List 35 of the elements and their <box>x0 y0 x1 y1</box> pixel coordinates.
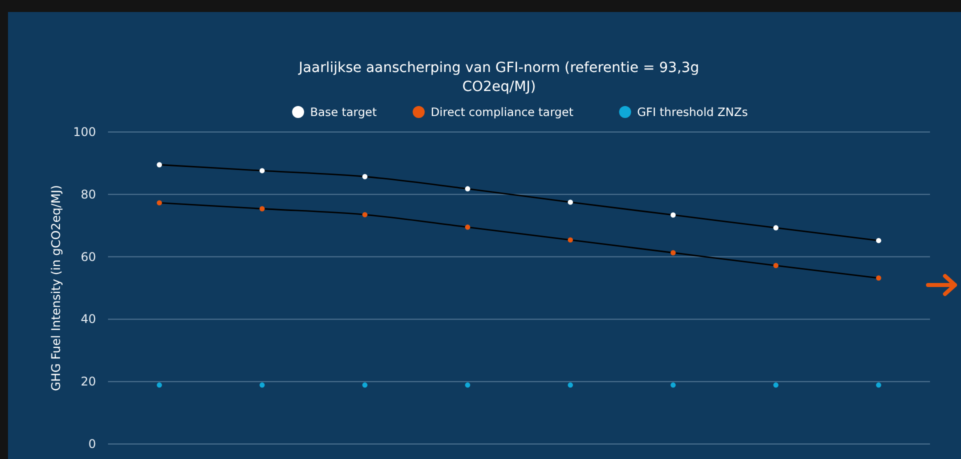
point <box>568 382 573 388</box>
legend-label: GFI threshold ZNZs <box>637 105 748 119</box>
y-tick-label: 100 <box>73 125 96 139</box>
point <box>362 174 368 180</box>
point <box>876 238 882 244</box>
y-tick-label: 80 <box>80 187 96 202</box>
point <box>568 200 573 205</box>
y-tick-label: 40 <box>80 312 96 326</box>
point <box>362 382 368 388</box>
legend-label: Direct compliance target <box>430 105 574 119</box>
point <box>465 186 470 192</box>
point <box>876 382 882 388</box>
point <box>773 382 778 388</box>
legend-label: Base target <box>310 105 378 119</box>
point <box>362 212 368 218</box>
point <box>670 250 676 256</box>
point <box>156 162 162 168</box>
y-axis-title: GHG Fuel Intensity (in gCO2eq/MJ) <box>49 185 63 391</box>
point <box>568 237 573 243</box>
point <box>156 200 162 206</box>
point <box>260 382 265 388</box>
y-tick-label: 0 <box>88 437 96 451</box>
chart-title: Jaarlijkse aanscherping van GFI-norm (referentie = 93,3g CO2eq/MJ) <box>298 60 700 95</box>
y-tick-label: 20 <box>80 374 96 389</box>
point <box>465 224 470 230</box>
point <box>670 212 676 218</box>
point <box>773 225 778 230</box>
point <box>773 262 778 268</box>
point <box>670 382 676 388</box>
point <box>260 168 265 174</box>
point <box>876 275 882 281</box>
point <box>260 206 265 212</box>
y-tick-label: 60 <box>80 250 96 264</box>
point <box>156 382 162 388</box>
point <box>465 382 470 388</box>
